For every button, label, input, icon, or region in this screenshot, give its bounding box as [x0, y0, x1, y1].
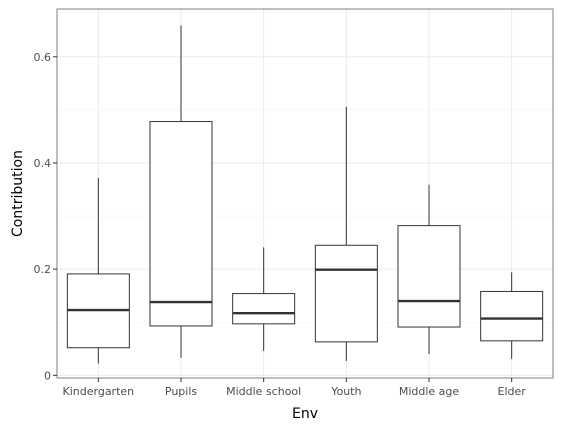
iqr-box: [315, 245, 377, 342]
y-tick-label: 0.2: [34, 263, 52, 276]
box-middle-age: [398, 185, 460, 354]
iqr-box: [481, 291, 543, 340]
box-pupils: [150, 25, 212, 357]
x-axis-title: Env: [292, 406, 318, 422]
minor-gridlines: [57, 110, 553, 322]
box-middle-school: [233, 247, 295, 351]
y-tick-label: 0.6: [34, 51, 52, 64]
iqr-box: [233, 294, 295, 324]
y-tick-label: 0: [44, 369, 51, 382]
x-tick-label: Kindergarten: [63, 385, 135, 398]
iqr-box: [150, 122, 212, 326]
x-tick-label: Middle school: [226, 385, 301, 398]
box-kindergarten: [67, 178, 129, 364]
box-elder: [481, 272, 543, 359]
x-tick-label: Middle age: [399, 385, 460, 398]
box-series: [67, 25, 542, 363]
y-tick-label: 0.4: [34, 157, 52, 170]
box-youth: [315, 107, 377, 361]
y-axis-title: Contribution: [10, 150, 26, 237]
iqr-box: [398, 226, 460, 327]
y-axis-ticks: 0 0.2 0.4 0.6: [34, 51, 58, 383]
x-tick-label: Youth: [330, 385, 361, 398]
x-tick-label: Elder: [498, 385, 527, 398]
x-tick-label: Pupils: [165, 385, 198, 398]
x-axis-ticks: Kindergarten Pupils Middle school Youth Midd…: [63, 378, 527, 398]
